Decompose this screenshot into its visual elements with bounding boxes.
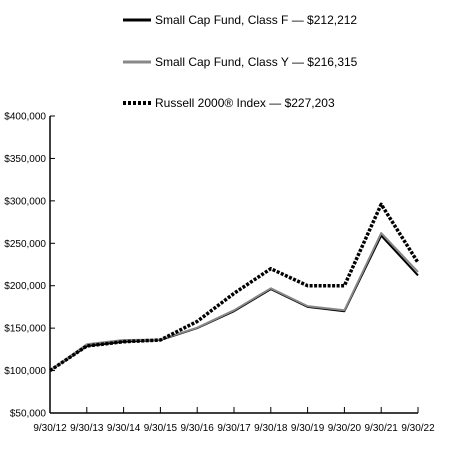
x-tick-label: 9/30/14 [107, 423, 141, 434]
legend-item-class-y: Small Cap Fund, Class Y — $216,315 [123, 55, 358, 69]
x-tick-label: 9/30/22 [401, 423, 435, 434]
legend-label-class-f: Small Cap Fund, Class F — $212,212 [155, 13, 357, 27]
axes: $50,000 $100,000 $150,000 $200,000 $250,000 $… [4, 112, 435, 435]
x-tick-label: 9/30/20 [328, 423, 362, 434]
series-line-russell [49, 202, 420, 373]
series-line-class-y [49, 232, 419, 372]
legend-label-class-y: Small Cap Fund, Class Y — $216,315 [155, 55, 358, 69]
x-tick-label: 9/30/21 [365, 423, 399, 434]
series-lines [49, 202, 420, 373]
x-tick-label: 9/30/17 [217, 423, 251, 434]
y-tick-label: $150,000 [4, 324, 46, 335]
legend-label-russell: Russell 2000® Index — $227,203 [155, 96, 335, 110]
x-tick-label: 9/30/19 [291, 423, 325, 434]
y-tick-label: $350,000 [4, 154, 46, 165]
x-tick-label: 9/30/15 [144, 423, 178, 434]
y-tick-label: $50,000 [10, 409, 47, 420]
y-tick-label: $100,000 [4, 366, 46, 377]
x-tick-label: 9/30/12 [33, 423, 67, 434]
y-tick-label: $250,000 [4, 239, 46, 250]
x-tick-label: 9/30/13 [70, 423, 104, 434]
x-tick-label: 9/30/16 [181, 423, 215, 434]
y-tick-label: $300,000 [4, 196, 46, 207]
y-tick-label: $400,000 [4, 112, 46, 123]
series-line-class-f [49, 234, 419, 372]
x-tick-label: 9/30/18 [254, 423, 288, 434]
y-tick-label: $200,000 [4, 281, 46, 292]
legend: Small Cap Fund, Class F — $212,212 Small… [123, 13, 358, 110]
legend-item-class-f: Small Cap Fund, Class F — $212,212 [123, 13, 357, 27]
legend-item-russell: Russell 2000® Index — $227,203 [123, 96, 335, 110]
